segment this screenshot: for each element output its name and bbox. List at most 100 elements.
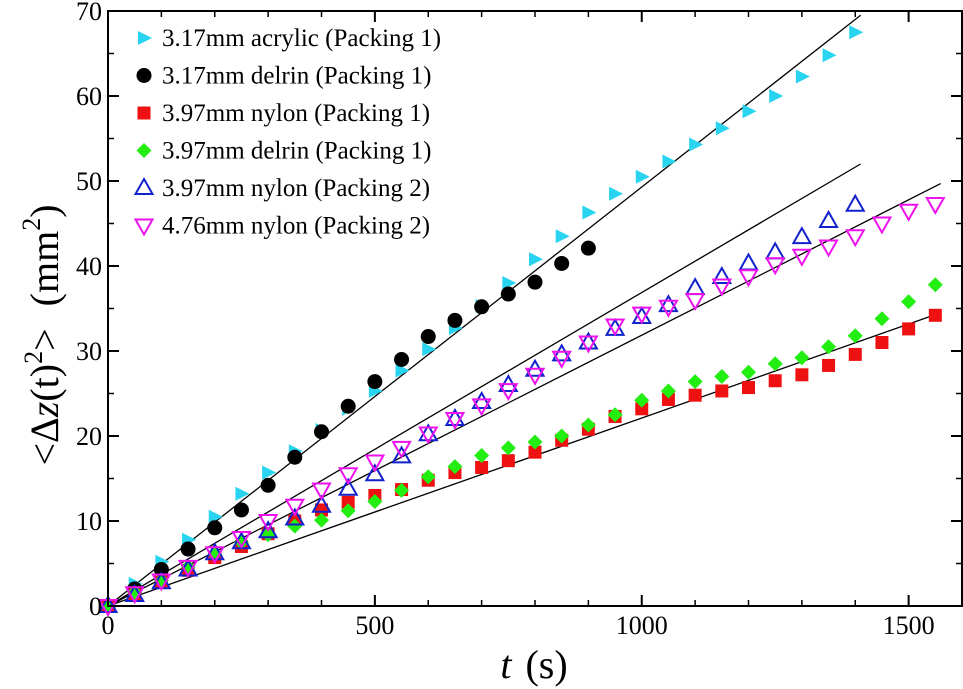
data-point [420,329,436,345]
data-point [818,209,839,228]
legend-marker [133,218,155,237]
data-point [661,392,675,406]
y-tick-label: 10 [76,507,102,536]
data-point [925,196,946,215]
x-tick-label: 1500 [883,611,935,640]
data-point [204,542,225,561]
data-point [394,352,410,367]
y-tick-label: 70 [76,0,102,26]
data-point [340,398,356,414]
axis-ticks [107,10,963,607]
y-label-var: z [22,401,67,418]
data-point [845,229,866,248]
x-tick-label: 500 [355,611,394,640]
data-point [153,561,169,577]
legend-marker [138,31,152,45]
y-tick-label: 50 [76,167,102,196]
data-point [742,381,755,395]
data-point [124,586,145,605]
data-point [578,331,599,350]
series-4 [100,277,943,614]
data-point [767,356,783,372]
data-point [848,347,862,361]
data-point [849,25,864,40]
x-axis-label-unit: (s) [525,642,567,687]
data-point [715,384,729,398]
data-point [231,531,252,550]
data-point [768,374,782,388]
data-point [422,342,437,357]
legend-marker [133,176,155,195]
data-point [257,514,279,533]
y-tick-label: 40 [76,252,102,281]
data-point [658,294,679,313]
data-point [741,364,756,380]
x-axis-label-var: t [500,642,512,687]
data-point [391,445,412,464]
legend-label: 3.17mm delrin (Packing 1) [162,63,431,90]
fit-line-3 [107,182,941,607]
data-point [311,494,332,513]
y-label-delta: Δ [22,417,67,443]
data-point [284,498,306,517]
data-point [714,369,730,384]
data-point [500,440,516,456]
data-point [795,69,810,84]
data-point [420,469,436,485]
y-label-unit-close: ) [22,204,67,217]
series-layer [97,25,946,618]
data-point [738,269,759,288]
data-point [551,343,572,362]
data-point [340,503,356,519]
legend-item: 3.97mm nylon (Packing 1) [137,100,430,127]
data-point [364,454,386,473]
data-point [204,546,225,565]
data-point [418,423,439,442]
y-tick-label: 0 [89,592,102,621]
data-point [689,137,704,152]
data-point [821,339,837,355]
legend-marker [137,106,151,120]
svg-text:<Δz(t)2>(mm2): <Δz(t)2>(mm2) [17,204,67,465]
data-point [818,239,839,258]
data-point [177,559,199,578]
y-tick-label: 60 [76,82,102,111]
data-point [580,240,596,256]
series-2 [100,240,596,614]
data-point [527,434,543,450]
x-tick-label: 1000 [616,611,668,640]
data-point [367,374,383,390]
data-point [262,465,277,480]
data-point [444,412,466,431]
data-point [555,229,570,244]
data-point [554,255,570,271]
data-point [151,573,172,592]
data-point [847,328,863,344]
data-point [337,467,359,486]
data-point [367,493,383,509]
y-label-open: < [22,443,67,466]
data-point [471,398,492,417]
legend-label: 3.97mm delrin (Packing 1) [162,138,431,165]
data-point [97,594,119,613]
data-point [845,193,866,212]
data-point [604,318,626,337]
data-point [260,527,276,543]
data-point [528,445,542,459]
data-point [769,89,784,103]
data-point [314,424,329,440]
legend-item: 3.97mm delrin (Packing 1) [136,138,431,165]
data-point [287,518,303,534]
data-point [524,367,546,386]
data-point [311,482,332,501]
legend-marker [136,68,152,83]
data-point [875,336,889,349]
data-point [928,308,942,322]
data-point [257,520,279,539]
data-point [260,477,276,493]
data-point [207,520,223,536]
data-point [791,248,813,267]
data-point [902,322,916,336]
data-point [607,407,623,423]
data-point [791,226,813,245]
